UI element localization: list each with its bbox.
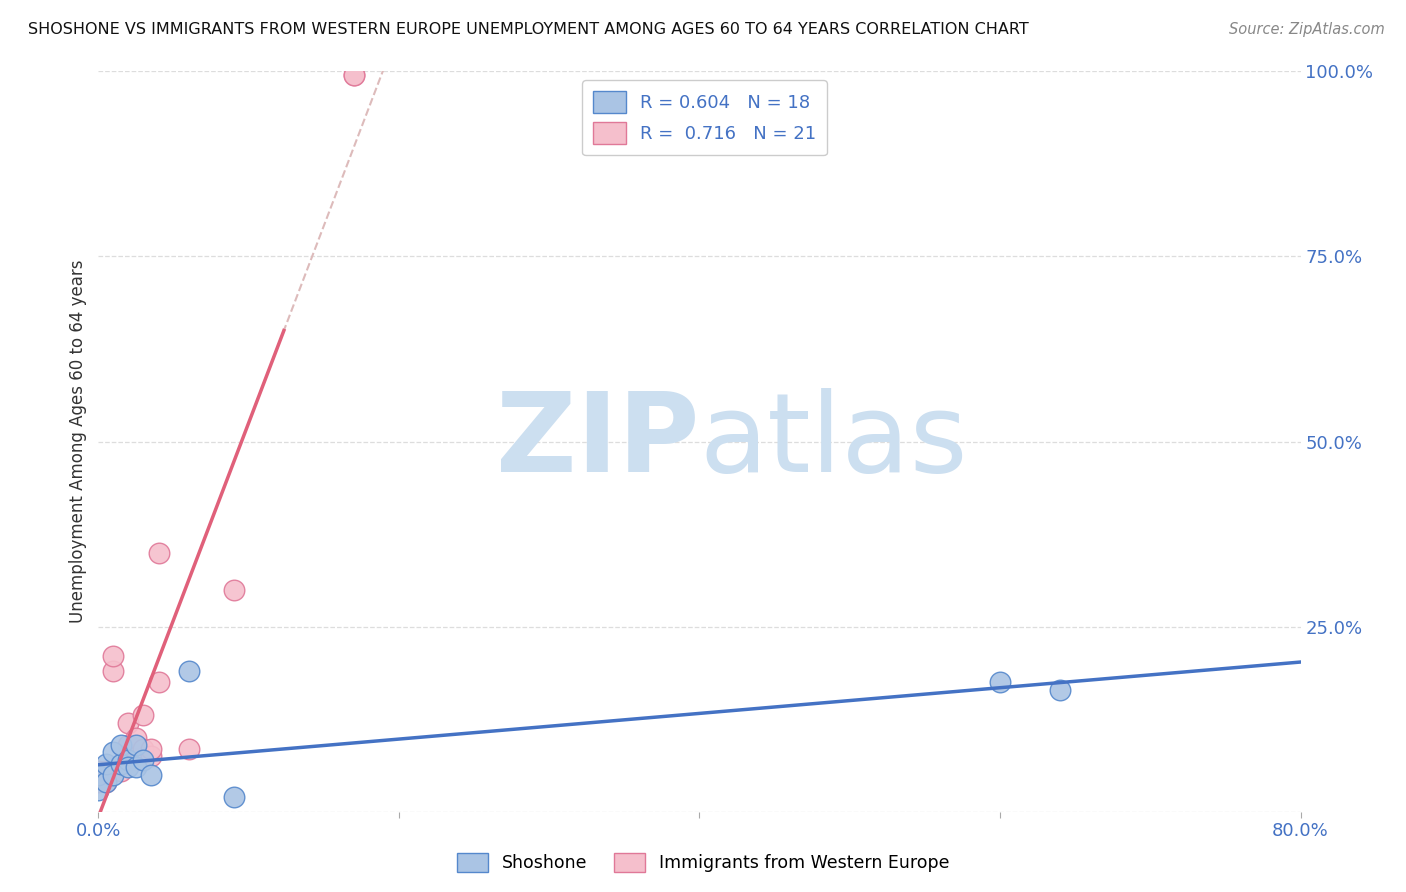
Point: [110, 738, 132, 752]
Point: [343, 68, 366, 82]
Point: [132, 741, 155, 756]
Point: [177, 664, 200, 678]
Point: [148, 675, 170, 690]
Point: [103, 649, 125, 664]
Point: [222, 789, 245, 804]
Text: SHOSHONE VS IMMIGRANTS FROM WESTERN EUROPE UNEMPLOYMENT AMONG AGES 60 TO 64 YEAR: SHOSHONE VS IMMIGRANTS FROM WESTERN EURO…: [28, 22, 1029, 37]
Point: [117, 715, 139, 730]
Point: [139, 741, 162, 756]
Point: [132, 753, 155, 767]
Point: [117, 738, 139, 752]
Point: [343, 68, 366, 82]
Y-axis label: Unemployment Among Ages 60 to 64 years: Unemployment Among Ages 60 to 64 years: [69, 260, 87, 624]
Point: [139, 749, 162, 764]
Point: [87, 767, 110, 781]
Text: ZIP: ZIP: [496, 388, 699, 495]
Point: [125, 753, 148, 767]
Point: [94, 775, 117, 789]
Point: [103, 746, 125, 760]
Text: Source: ZipAtlas.com: Source: ZipAtlas.com: [1229, 22, 1385, 37]
Point: [117, 753, 139, 767]
Point: [125, 738, 148, 752]
Point: [94, 775, 117, 789]
Point: [125, 760, 148, 774]
Text: atlas: atlas: [699, 388, 967, 495]
Point: [103, 767, 125, 781]
Point: [110, 756, 132, 771]
Point: [125, 731, 148, 745]
Point: [132, 708, 155, 723]
Point: [110, 764, 132, 778]
Point: [148, 546, 170, 560]
Point: [139, 767, 162, 781]
Point: [1049, 682, 1071, 697]
Point: [87, 782, 110, 797]
Point: [117, 760, 139, 774]
Point: [94, 756, 117, 771]
Point: [103, 664, 125, 678]
Point: [177, 741, 200, 756]
Point: [87, 764, 110, 778]
Point: [222, 582, 245, 597]
Point: [988, 675, 1011, 690]
Point: [87, 775, 110, 789]
Legend: Shoshone, Immigrants from Western Europe: Shoshone, Immigrants from Western Europe: [450, 846, 956, 879]
Legend: R = 0.604   N = 18, R =  0.716   N = 21: R = 0.604 N = 18, R = 0.716 N = 21: [582, 80, 827, 155]
Point: [94, 764, 117, 778]
